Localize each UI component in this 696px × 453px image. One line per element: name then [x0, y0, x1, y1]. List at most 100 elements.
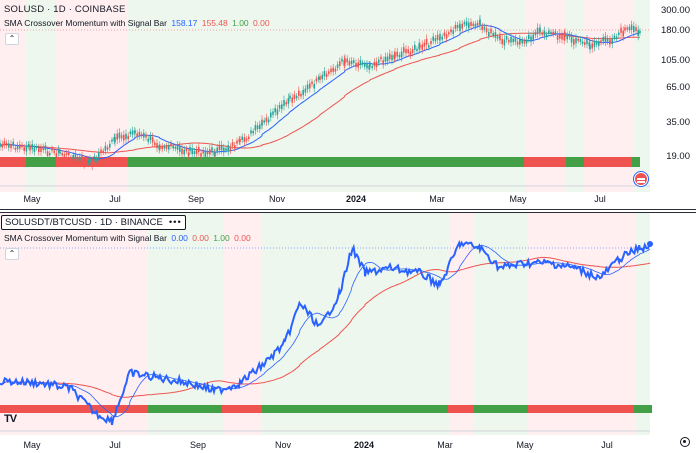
top-candle [353, 60, 355, 63]
top-x-label: Jul [109, 194, 121, 204]
top-candle [127, 135, 129, 140]
us-flag-icon[interactable] [634, 172, 648, 186]
top-candle [364, 63, 366, 67]
bottom-chart-pane[interactable]: SOLUSDT/BTCUSD · 1D · BINANCE ••• SMA Cro… [0, 213, 696, 453]
top-candle [575, 37, 577, 44]
top-y-label: 105.00 [660, 55, 690, 66]
top-candle [170, 143, 172, 147]
top-indicator-value-2: 155.48 [201, 18, 228, 28]
more-dots-icon[interactable]: ••• [168, 217, 182, 228]
pane-divider[interactable] [0, 209, 696, 213]
top-candle [295, 95, 298, 99]
top-candle [229, 146, 232, 151]
top-candle [46, 151, 49, 156]
settings-icon[interactable] [680, 437, 690, 447]
top-x-label: Mar [429, 194, 445, 204]
top-candle [211, 147, 213, 153]
bottom-collapse-chevron-up-icon[interactable]: ⌃ [5, 248, 19, 260]
top-candle [626, 27, 628, 30]
top-candle [129, 131, 132, 135]
top-candle [330, 68, 332, 73]
top-candle [628, 26, 631, 31]
top-candle [472, 23, 474, 26]
bottom-signal-bar [0, 405, 148, 413]
top-candle [566, 35, 568, 40]
top-candle [104, 145, 107, 151]
top-candle [541, 32, 543, 35]
top-candle [609, 39, 611, 44]
top-candle [490, 28, 492, 34]
top-candle [416, 48, 418, 51]
top-candle [470, 21, 472, 26]
top-candle [588, 42, 590, 46]
top-candle [586, 39, 588, 45]
top-candle [573, 39, 575, 45]
top-signal-bar [128, 157, 256, 167]
top-indicator-name: SMA Crossover Momentum with Signal Bar [4, 18, 167, 28]
bottom-background-zone [0, 213, 148, 435]
top-candle [436, 34, 439, 40]
top-candle [267, 119, 270, 123]
top-candle [218, 144, 221, 151]
top-candle [355, 62, 357, 68]
bottom-symbol-title-box[interactable]: SOLUSDT/BTCUSD · 1D · BINANCE ••• [1, 215, 186, 230]
top-candle [57, 148, 60, 153]
bottom-chart-canvas[interactable] [0, 213, 696, 453]
bottom-indicator-value-4: 0.00 [234, 233, 251, 243]
top-candle [245, 138, 248, 141]
top-chart-canvas[interactable] [0, 0, 696, 209]
top-candle [317, 77, 320, 80]
top-candle [577, 38, 579, 41]
top-x-label: Nov [268, 194, 286, 204]
top-candle [407, 49, 409, 53]
top-candle [227, 145, 229, 152]
top-candle [516, 41, 519, 45]
top-candle [181, 148, 183, 155]
top-candle [278, 105, 281, 109]
top-candle [250, 130, 252, 134]
top-candle [116, 133, 118, 140]
top-candle [68, 152, 70, 156]
top-candle [450, 29, 452, 33]
bottom-x-label: Jul [601, 440, 613, 450]
top-candle [521, 39, 523, 44]
top-candle [536, 27, 539, 34]
top-candle [456, 24, 459, 29]
top-candle [51, 148, 53, 151]
top-candle [283, 100, 285, 106]
tradingview-logo-icon[interactable]: TV [4, 413, 17, 425]
top-symbol-title[interactable]: SOLUSD · 1D · COINBASE [4, 4, 126, 15]
top-candle [481, 26, 483, 30]
top-candle [341, 58, 343, 62]
top-candle [174, 146, 177, 149]
top-candle [443, 32, 446, 36]
top-candle [93, 155, 96, 159]
top-candle [147, 138, 149, 142]
top-candle [241, 136, 243, 141]
top-candle [630, 24, 633, 30]
top-candle [637, 29, 639, 36]
top-candle [391, 55, 393, 61]
top-candle [346, 58, 348, 63]
top-candle [421, 44, 423, 50]
top-candle [336, 64, 339, 68]
top-candle [311, 81, 313, 85]
top-y-label: 35.00 [666, 117, 690, 128]
top-candle [366, 63, 368, 69]
top-candle [499, 35, 501, 41]
top-collapse-chevron-up-icon[interactable]: ⌃ [5, 33, 19, 45]
top-candle [1, 143, 3, 148]
top-candle [461, 23, 463, 29]
bottom-indicator-name: SMA Crossover Momentum with Signal Bar [4, 233, 167, 243]
bottom-slow-sma-line [0, 256, 651, 398]
top-candle [98, 152, 100, 158]
top-candle [501, 39, 503, 45]
top-candle [134, 130, 136, 133]
top-chart-pane[interactable]: SOLUSD · 1D · COINBASE SMA Crossover Mom… [0, 0, 696, 209]
top-candle [503, 39, 506, 46]
top-indicator-legend[interactable]: SMA Crossover Momentum with Signal Bar 1… [4, 18, 270, 28]
top-candle [348, 61, 351, 66]
top-candle [548, 30, 550, 34]
top-candle [579, 39, 582, 43]
bottom-indicator-legend[interactable]: SMA Crossover Momentum with Signal Bar 0… [4, 233, 251, 243]
